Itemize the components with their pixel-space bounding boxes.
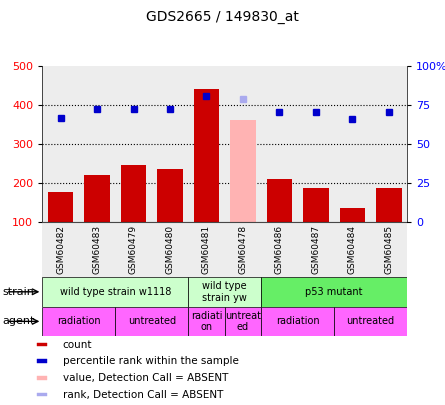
Bar bbox=[42, 222, 79, 277]
Bar bbox=[42, 66, 79, 222]
Bar bbox=[298, 66, 334, 222]
Bar bbox=[37, 359, 47, 363]
Bar bbox=[376, 188, 402, 222]
Text: agent: agent bbox=[2, 316, 35, 326]
Bar bbox=[303, 188, 329, 222]
Bar bbox=[340, 208, 365, 222]
Bar bbox=[194, 89, 219, 222]
Bar bbox=[79, 66, 115, 222]
Text: value, Detection Call = ABSENT: value, Detection Call = ABSENT bbox=[63, 373, 228, 383]
Bar bbox=[188, 66, 225, 222]
Text: GSM60478: GSM60478 bbox=[239, 225, 247, 274]
Text: untreated: untreated bbox=[347, 316, 395, 326]
Bar bbox=[157, 169, 183, 222]
Bar bbox=[261, 222, 298, 277]
Bar bbox=[84, 175, 110, 222]
Text: radiati
on: radiati on bbox=[191, 311, 222, 332]
Text: radiation: radiation bbox=[57, 316, 101, 326]
Text: count: count bbox=[63, 339, 92, 350]
Bar bbox=[225, 66, 261, 222]
Text: GSM60485: GSM60485 bbox=[384, 225, 393, 274]
Bar bbox=[371, 66, 407, 222]
Bar bbox=[42, 307, 115, 336]
Text: GSM60483: GSM60483 bbox=[93, 225, 101, 274]
Text: GDS2665 / 149830_at: GDS2665 / 149830_at bbox=[146, 10, 299, 24]
Bar bbox=[267, 179, 292, 222]
Bar bbox=[152, 222, 188, 277]
Text: GSM60482: GSM60482 bbox=[56, 225, 65, 274]
Text: wild type strain w1118: wild type strain w1118 bbox=[60, 287, 171, 297]
Bar bbox=[37, 343, 47, 346]
Bar bbox=[48, 192, 73, 222]
Text: GSM60479: GSM60479 bbox=[129, 225, 138, 274]
Bar bbox=[152, 66, 188, 222]
Bar bbox=[121, 165, 146, 222]
Text: untreated: untreated bbox=[128, 316, 176, 326]
Bar bbox=[230, 120, 256, 222]
Bar bbox=[298, 222, 334, 277]
Bar bbox=[37, 376, 47, 380]
Text: p53 mutant: p53 mutant bbox=[305, 287, 363, 297]
Bar bbox=[334, 307, 407, 336]
Bar bbox=[225, 307, 261, 336]
Text: percentile rank within the sample: percentile rank within the sample bbox=[63, 356, 239, 366]
Text: GSM60486: GSM60486 bbox=[275, 225, 284, 274]
Bar bbox=[37, 393, 47, 396]
Bar bbox=[115, 307, 188, 336]
Text: GSM60484: GSM60484 bbox=[348, 225, 357, 274]
Bar bbox=[188, 277, 261, 307]
Bar bbox=[42, 277, 188, 307]
Bar bbox=[371, 222, 407, 277]
Text: strain: strain bbox=[2, 287, 34, 297]
Bar bbox=[261, 307, 334, 336]
Text: rank, Detection Call = ABSENT: rank, Detection Call = ABSENT bbox=[63, 390, 223, 400]
Bar bbox=[261, 277, 407, 307]
Text: untreat
ed: untreat ed bbox=[225, 311, 261, 332]
Text: radiation: radiation bbox=[276, 316, 320, 326]
Bar bbox=[79, 222, 115, 277]
Bar bbox=[115, 222, 152, 277]
Bar bbox=[225, 222, 261, 277]
Bar bbox=[188, 222, 225, 277]
Bar bbox=[188, 307, 225, 336]
Text: GSM60481: GSM60481 bbox=[202, 225, 211, 274]
Bar bbox=[261, 66, 298, 222]
Bar bbox=[334, 66, 371, 222]
Text: wild type
strain yw: wild type strain yw bbox=[202, 281, 247, 303]
Bar bbox=[115, 66, 152, 222]
Bar bbox=[334, 222, 371, 277]
Text: GSM60487: GSM60487 bbox=[312, 225, 320, 274]
Text: GSM60480: GSM60480 bbox=[166, 225, 174, 274]
